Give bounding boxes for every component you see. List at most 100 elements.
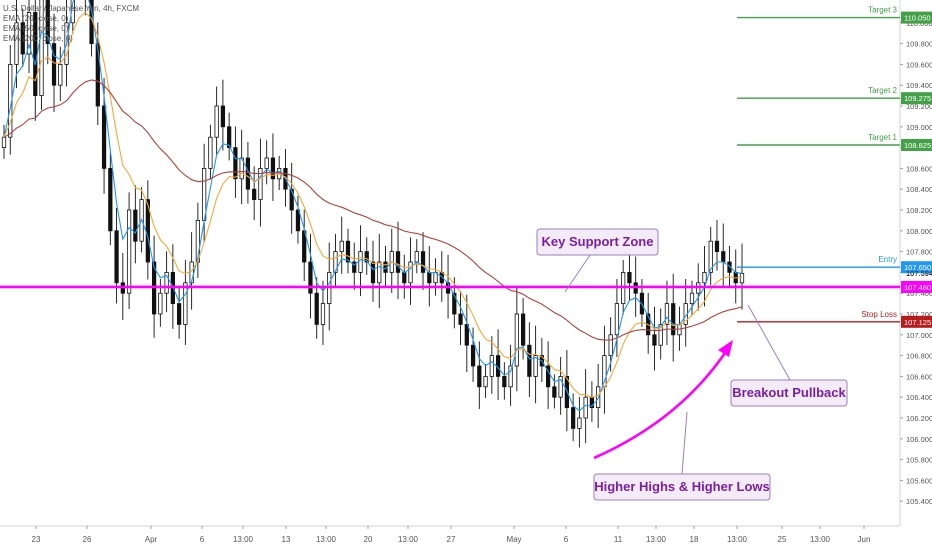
candle-body <box>489 355 494 377</box>
x-tick-label: Jun <box>858 535 871 544</box>
candle-body <box>70 0 75 24</box>
plot-area <box>0 0 900 526</box>
candle-body <box>114 230 119 284</box>
x-tick-label: 18 <box>690 535 699 544</box>
level-price-tag <box>901 139 932 151</box>
legend-ema-20: EMA (20, close, 0) <box>3 14 69 23</box>
legend-symbol: U.S. Dollar / Japanese Yen, 4h, FXCM <box>3 4 140 13</box>
x-tick-label: Apr <box>145 535 158 544</box>
level-price-tag <box>901 92 932 105</box>
candle-body <box>552 386 557 398</box>
x-tick-label: 26 <box>83 535 92 544</box>
candle-body <box>158 292 163 315</box>
candle-body <box>671 303 676 336</box>
trend-arrow-head <box>718 340 733 357</box>
candle-body <box>45 0 50 45</box>
level-price-text: 107.125 <box>904 318 931 327</box>
breakout-pullback-callout <box>730 379 848 407</box>
candle-body <box>295 209 301 232</box>
candle-body <box>358 251 363 273</box>
candle-body <box>477 365 482 388</box>
candle-body <box>714 240 720 252</box>
candle-body <box>364 251 369 263</box>
candle-body <box>214 105 219 138</box>
candle-body <box>133 209 138 242</box>
candle-body <box>408 261 413 284</box>
legend-ema-200: EMA (200, close, 0) <box>3 34 73 43</box>
candle-body <box>571 407 576 429</box>
candle-body <box>614 303 620 336</box>
candle-body <box>420 251 426 273</box>
candle-body <box>26 11 32 55</box>
y-tick-label: 105.800 <box>906 456 932 465</box>
candle-body <box>558 375 563 398</box>
candle-body <box>514 313 519 367</box>
candle-body <box>101 105 107 169</box>
candle-body <box>527 344 532 377</box>
level-price-text: 109.275 <box>904 94 931 103</box>
candle-body <box>333 251 338 273</box>
candle-body <box>427 271 432 284</box>
candle-body <box>58 64 63 86</box>
candle-body <box>608 334 613 356</box>
chart-legend: U.S. Dollar / Japanese Yen, 4h, FXCM EMA… <box>3 4 139 44</box>
candle-body <box>502 375 507 388</box>
y-tick-label: 109.000 <box>906 123 932 132</box>
callout-text: Key Support Zone <box>542 234 654 249</box>
y-tick-label: 108.000 <box>906 227 932 236</box>
ema-200-line <box>3 79 743 341</box>
candle-body <box>227 126 232 149</box>
candle-body <box>689 292 695 305</box>
level-label: Target 1 <box>868 133 897 142</box>
candle-body <box>352 261 357 273</box>
ema-50-line <box>3 11 743 398</box>
candle-body <box>258 167 263 200</box>
candle-body <box>470 344 476 367</box>
y-tick-label: 106.400 <box>906 393 932 402</box>
level-label: Stop Loss <box>861 310 897 319</box>
x-tick-label: 13:00 <box>810 535 831 544</box>
candle-body <box>270 157 276 180</box>
y-tick-label: 105.600 <box>906 476 932 485</box>
candle-body <box>370 261 376 284</box>
y-tick-label: 109.400 <box>906 81 932 90</box>
candle-body <box>483 375 488 388</box>
current-price-label: 107.594 <box>906 269 932 278</box>
x-tick-label: 13:00 <box>316 535 337 544</box>
candle-body <box>339 240 344 252</box>
candle-body <box>314 292 319 325</box>
candle-body <box>702 271 707 284</box>
candle-body <box>264 157 269 169</box>
level-price-text: 110.050 <box>904 14 931 23</box>
x-tick-label: 27 <box>447 535 456 544</box>
candle-body <box>627 271 632 284</box>
candle-body <box>402 271 407 284</box>
candle-body <box>14 22 19 65</box>
callout-text: Breakout Pullback <box>732 385 846 400</box>
x-tick-label: 6 <box>200 535 205 544</box>
candle-body <box>545 365 551 388</box>
level-label: Target 3 <box>868 6 897 15</box>
x-tick-label: 13:00 <box>233 535 254 544</box>
callout-pointer <box>564 254 591 293</box>
candle-body <box>739 273 745 284</box>
candle-body <box>51 43 57 86</box>
y-tick-label: 106.000 <box>906 435 932 444</box>
y-tick-label: 109.600 <box>906 60 932 69</box>
x-tick-label: 13:00 <box>727 535 748 544</box>
x-tick-label: 13 <box>282 535 291 544</box>
candle-body <box>414 251 419 263</box>
higher-highs-callout <box>593 473 771 501</box>
candle-body <box>1 136 7 148</box>
x-tick-label: 13:00 <box>646 535 667 544</box>
level-price-text: 108.825 <box>904 141 931 150</box>
x-tick-label: 23 <box>32 535 41 544</box>
x-tick-label: 6 <box>564 535 569 544</box>
candle-body <box>95 43 100 107</box>
y-tick-label: 107.200 <box>906 310 932 319</box>
x-tick-label: 20 <box>364 535 373 544</box>
candle-body <box>377 261 382 284</box>
support-price-text: 107.460 <box>904 283 931 292</box>
support-price-tag <box>901 280 932 293</box>
